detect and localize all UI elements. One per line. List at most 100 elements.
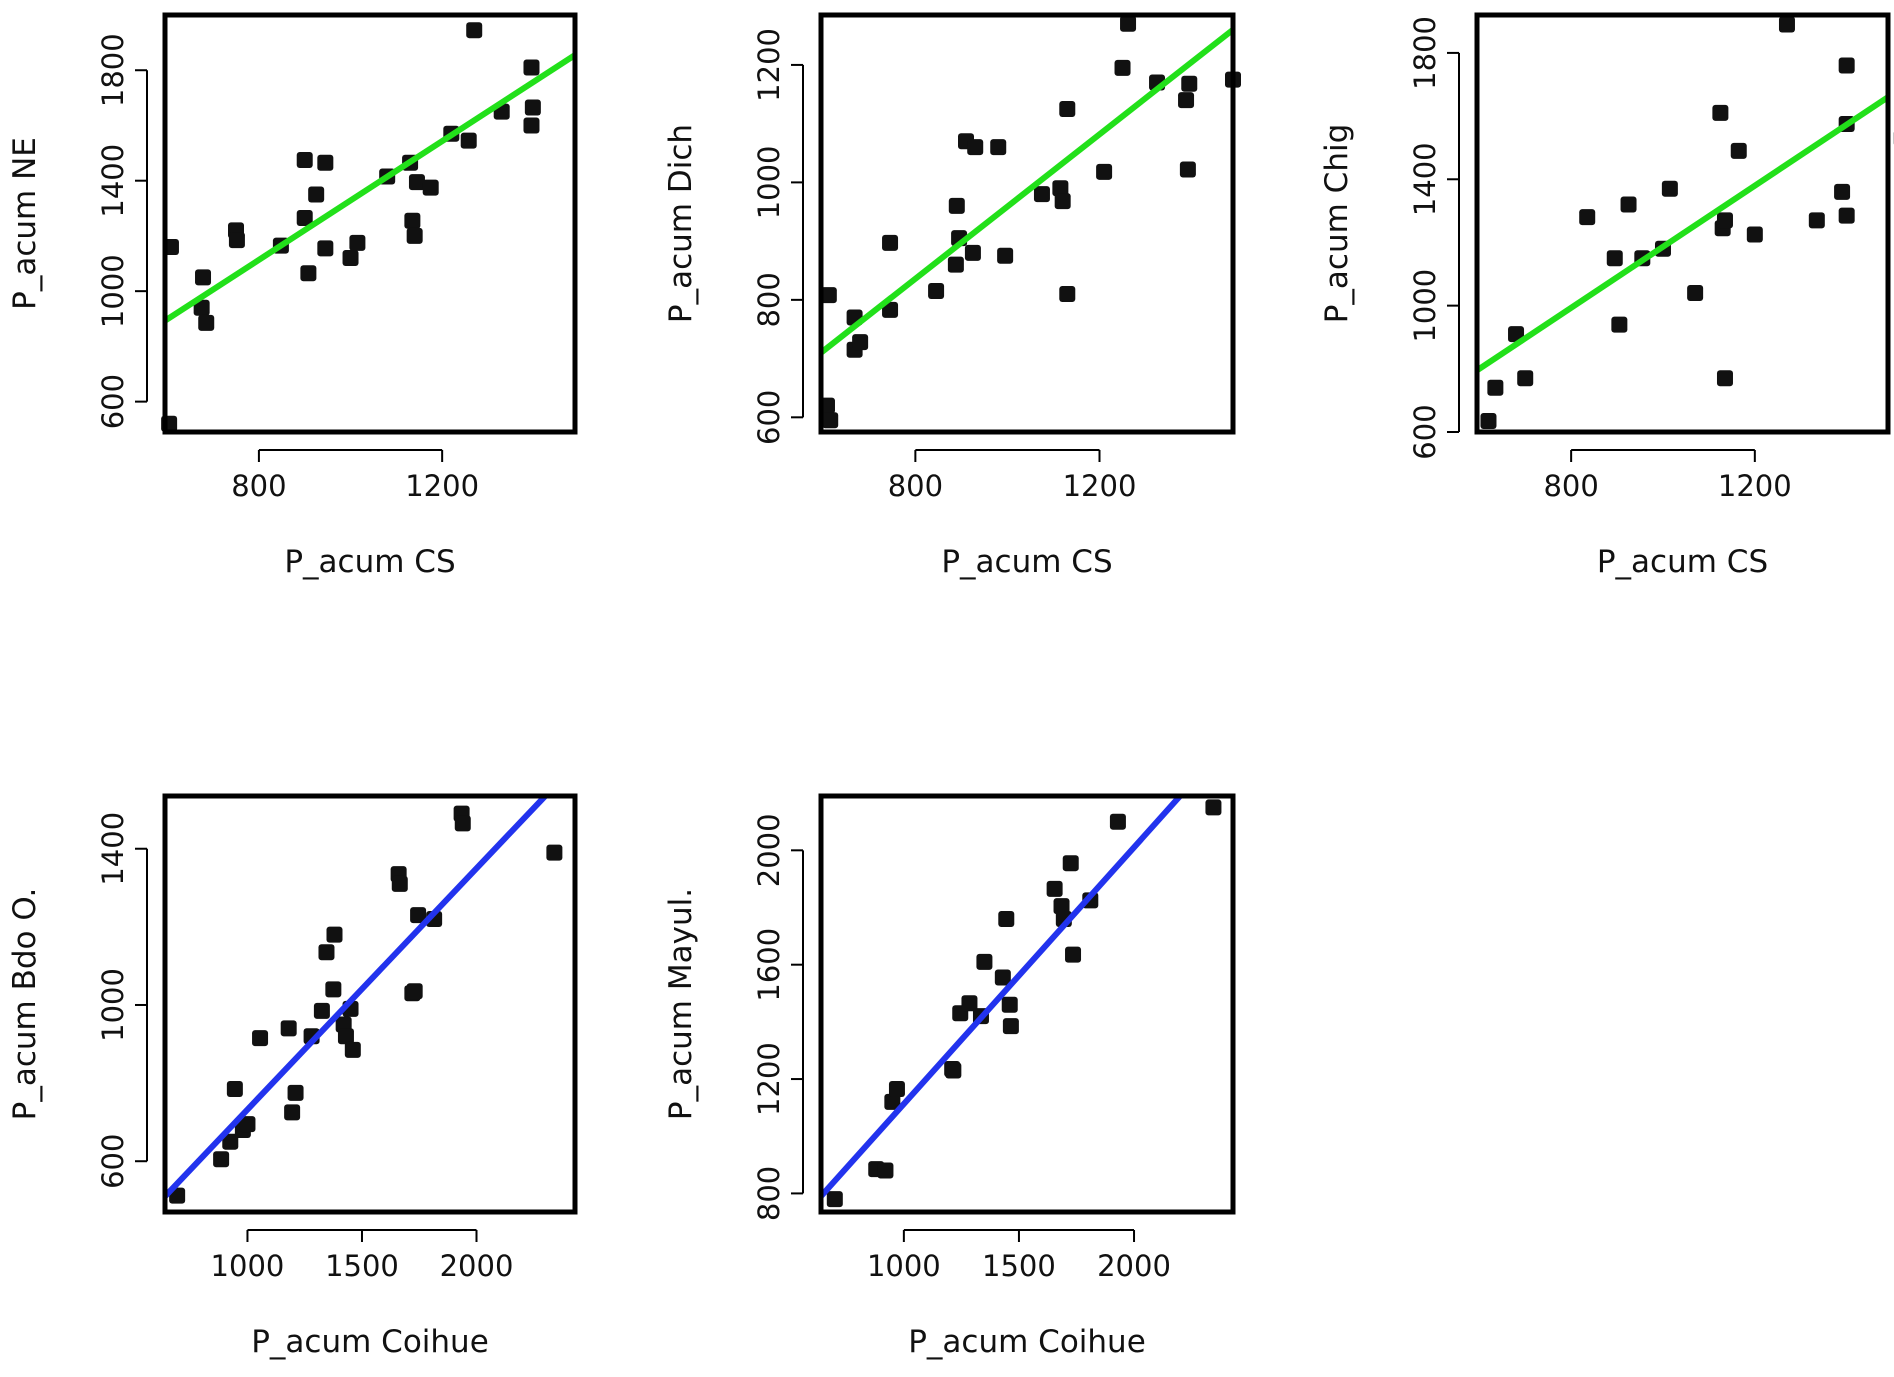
data-point — [998, 910, 1015, 927]
data-point — [1120, 15, 1137, 32]
data-point — [1002, 1018, 1019, 1035]
data-point — [326, 926, 343, 943]
data-point — [317, 240, 334, 257]
data-point — [852, 334, 869, 351]
data-point — [287, 1084, 304, 1101]
data-point — [1033, 186, 1050, 203]
data-point — [994, 969, 1011, 986]
data-point — [228, 232, 245, 249]
scatter-panel-cs-vs-ne: 600 1000 1400 1800 800 1200 P_acum CS P_acum NE — [7, 12, 578, 580]
y-tick-label: 1800 — [1408, 16, 1442, 90]
regression-line — [821, 796, 1183, 1199]
y-tick-label: 1000 — [96, 254, 130, 328]
y-tick-label: 600 — [752, 390, 786, 445]
data-point — [1834, 183, 1851, 200]
data-point — [325, 981, 342, 998]
data-point — [1487, 379, 1504, 396]
data-point — [1179, 161, 1196, 178]
x-tick-label: 1200 — [1718, 469, 1792, 503]
x-tick-label: 1000 — [211, 1249, 285, 1283]
y-tick-label: 1000 — [96, 968, 130, 1042]
y-tick-label: 600 — [1408, 404, 1442, 459]
data-point — [877, 1162, 894, 1179]
regression-line — [165, 796, 548, 1199]
regression-line — [165, 52, 575, 324]
data-point — [1611, 316, 1628, 333]
data-point — [296, 151, 313, 168]
data-point — [967, 139, 984, 156]
data-point — [1178, 92, 1195, 109]
data-point — [1716, 370, 1733, 387]
data-point — [523, 117, 540, 134]
data-point — [422, 179, 439, 196]
x-tick-label: 1500 — [982, 1249, 1056, 1283]
data-point — [1687, 285, 1704, 301]
data-point — [1001, 996, 1018, 1013]
plot-frame — [818, 793, 1236, 1215]
y-axis-label: P_acum Mayul. — [663, 888, 699, 1120]
y-axis-label: P_acum Chig — [1319, 124, 1355, 324]
data-point — [313, 1002, 330, 1019]
data-point — [404, 212, 421, 229]
x-tick-label: 800 — [1543, 469, 1598, 503]
data-point — [1109, 813, 1126, 830]
data-point — [1059, 285, 1076, 302]
data-point — [454, 815, 471, 832]
data-point — [1059, 100, 1076, 117]
data-point — [1579, 209, 1596, 226]
data-point — [1606, 250, 1623, 267]
scatter-panel-coihue-vs-bdo: 600 1000 1400 1000 1500 2000 P_acum Coihue P_ac… — [7, 793, 578, 1360]
data-point — [884, 1093, 901, 1110]
data-point — [948, 197, 965, 214]
y-tick-label: 600 — [96, 374, 130, 429]
data-point — [193, 299, 210, 316]
data-point — [239, 1116, 256, 1133]
data-point — [964, 244, 981, 261]
scatter-panel-cs-vs-chig: 600 1000 1400 1800 800 1200 P_acum CS P_acum Ch… — [1319, 12, 1894, 580]
x-axis-label: P_acum Coihue — [251, 1324, 489, 1360]
data-point — [406, 227, 423, 244]
data-point — [1808, 212, 1825, 229]
plot-frame — [162, 12, 578, 435]
y-tick-label: 1400 — [1408, 142, 1442, 216]
data-point — [882, 301, 899, 318]
y-axis-label: P_acum NE — [7, 137, 43, 310]
scatter-panel-coihue-vs-mayul: 800 1200 1600 2000 1000 1500 2000 P_acum Coihue… — [663, 793, 1236, 1360]
data-point — [280, 1020, 297, 1037]
x-tick-label: 1500 — [325, 1249, 399, 1283]
data-point — [1746, 226, 1763, 243]
data-point — [198, 314, 215, 331]
data-point — [1181, 75, 1198, 92]
y-axis-label: P_acum Dich — [663, 124, 699, 323]
y-tick-label: 1400 — [96, 812, 130, 886]
data-point — [460, 132, 477, 149]
x-tick-label: 2000 — [1097, 1249, 1171, 1283]
data-point — [317, 154, 334, 171]
y-tick-label: 800 — [752, 1166, 786, 1221]
x-tick-label: 1200 — [1063, 469, 1137, 503]
data-point — [1517, 370, 1534, 387]
data-point — [1114, 59, 1131, 76]
data-point — [1716, 212, 1733, 229]
data-point — [1054, 193, 1071, 210]
data-point — [342, 250, 359, 267]
y-tick-label: 2000 — [752, 813, 786, 887]
data-point — [222, 1133, 239, 1150]
data-point — [546, 844, 563, 861]
x-tick-label: 1200 — [405, 469, 479, 503]
x-axis-label: P_acum CS — [1597, 544, 1768, 580]
data-point — [826, 1191, 843, 1208]
data-point — [410, 907, 427, 924]
data-point — [318, 944, 335, 961]
y-tick-label: 1000 — [752, 145, 786, 219]
data-point — [391, 875, 408, 892]
data-point — [349, 234, 366, 251]
data-point — [990, 139, 1007, 156]
data-point — [1053, 898, 1070, 915]
data-point — [961, 995, 978, 1012]
data-point — [1838, 207, 1855, 224]
data-point — [1838, 57, 1855, 74]
data-point — [882, 234, 899, 251]
plot-frame — [1474, 12, 1891, 435]
data-point — [1730, 142, 1747, 159]
